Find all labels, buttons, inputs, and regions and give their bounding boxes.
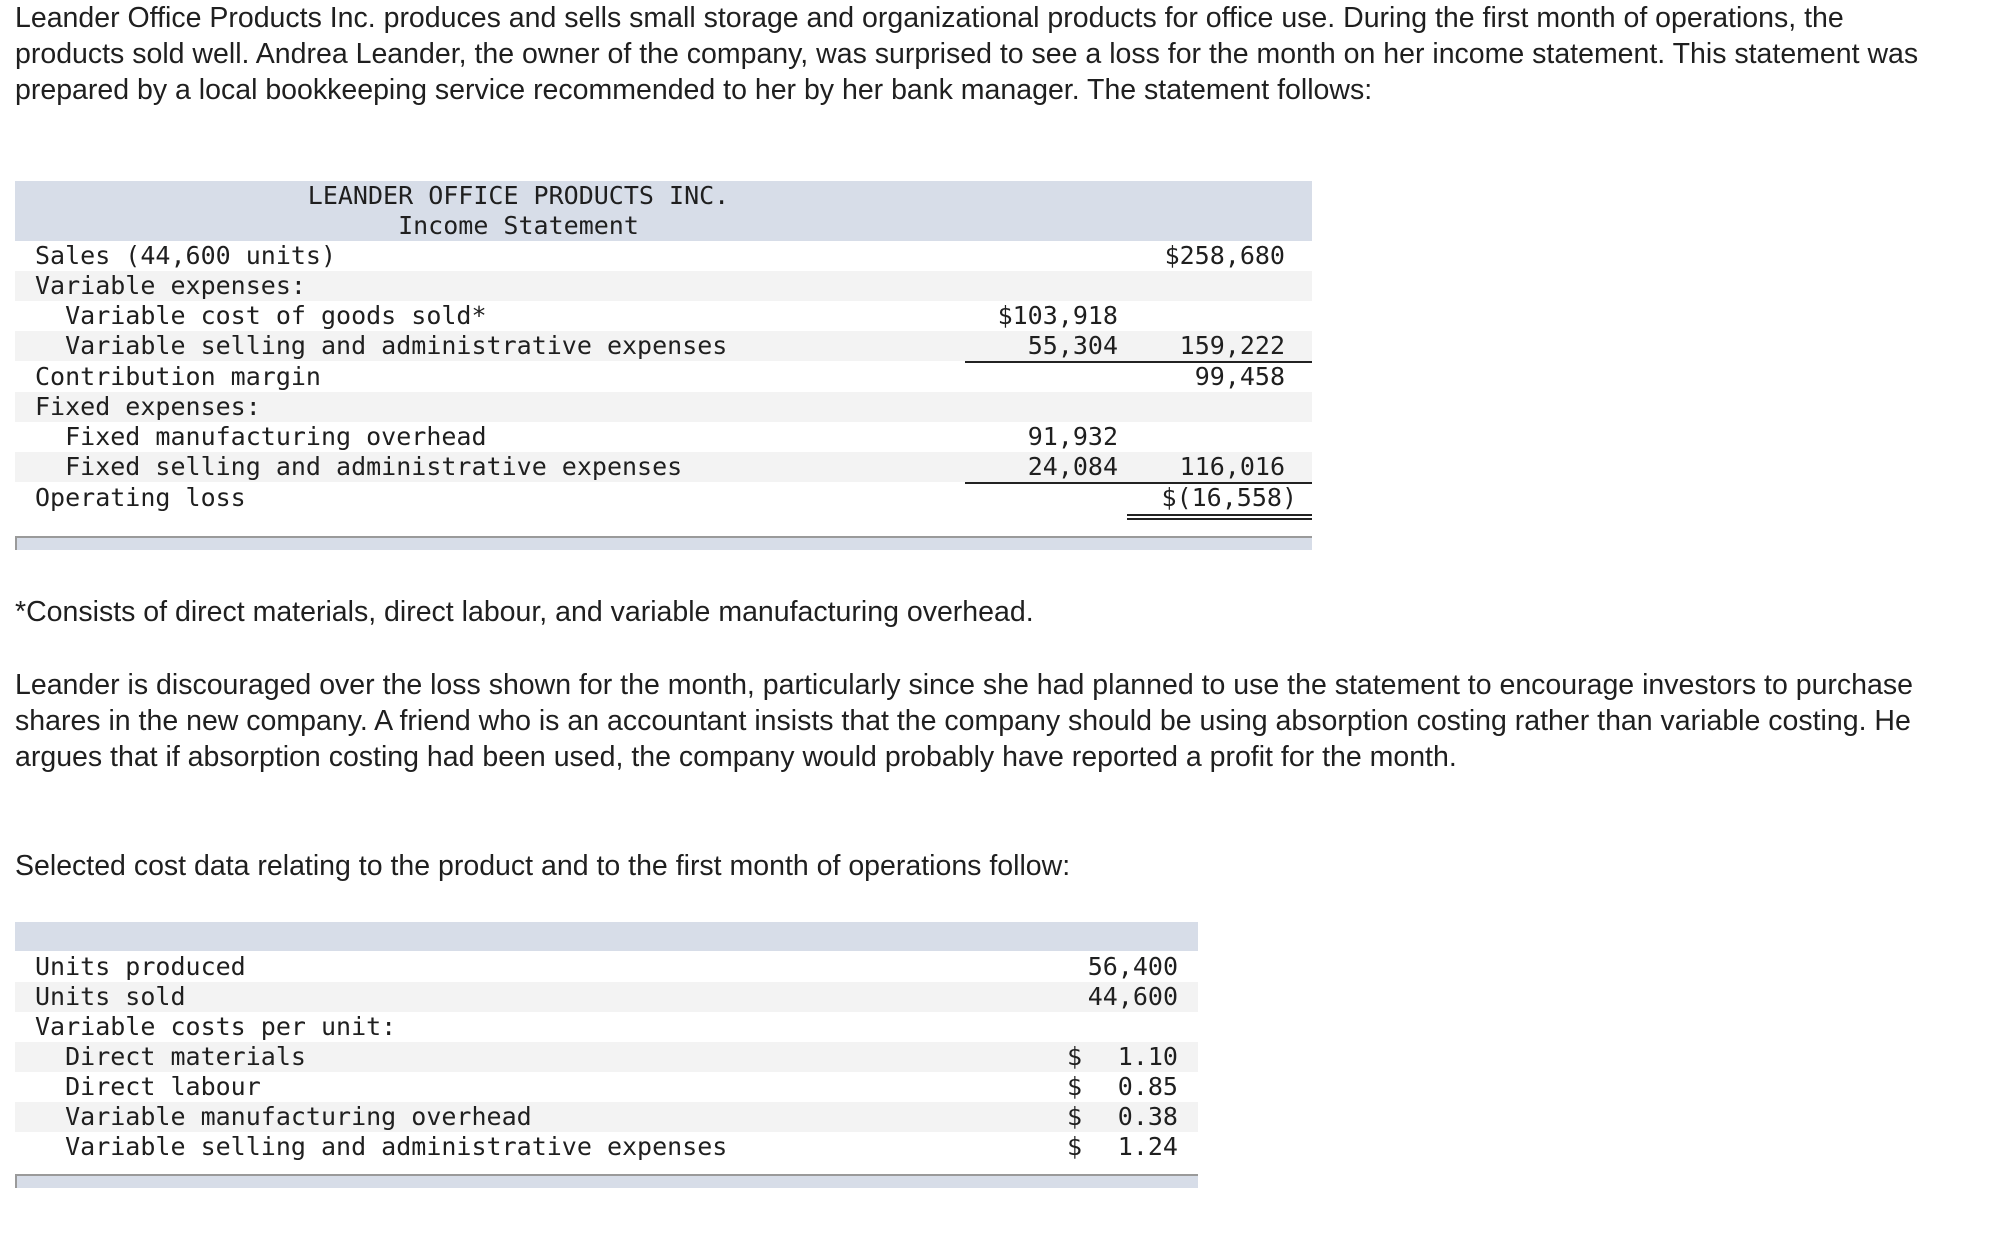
row-value: 56,400 <box>1087 952 1178 981</box>
row-label: Variable costs per unit: <box>35 1012 397 1041</box>
income-statement-header <box>15 181 1312 241</box>
row-value: 1.24 <box>1117 1132 1178 1161</box>
table-bottom-bar <box>15 1174 1198 1188</box>
cost-row-units-produced: Units produced 56,400 <box>15 952 1198 982</box>
cost-data-header <box>15 922 1198 951</box>
row-value-col2: $(16,558) <box>1161 483 1297 512</box>
row-value-col1: 91,932 <box>1027 422 1118 451</box>
row-value-col1: $103,918 <box>997 301 1118 330</box>
row-label: Variable manufacturing overhead <box>35 1102 532 1131</box>
cost-data-table: Units produced 56,400 Units sold 44,600 … <box>15 922 1198 1188</box>
row-label: Fixed selling and administrative expense… <box>35 452 683 481</box>
cost-row-units-sold: Units sold 44,600 <box>15 982 1198 1012</box>
cost-data-intro: Selected cost data relating to the produ… <box>15 850 1071 882</box>
row-value: 0.38 <box>1117 1102 1178 1131</box>
discussion-paragraph: Leander is discouraged over the loss sho… <box>15 669 1913 773</box>
table-bottom-bar <box>15 536 1312 550</box>
intro-paragraph: Leander Office Products Inc. produces an… <box>15 2 1919 106</box>
cost-row-direct-materials: Direct materials $ 1.10 <box>15 1042 1198 1072</box>
row-value-col1: 24,084 <box>1027 452 1118 481</box>
row-label: Operating loss <box>35 483 246 512</box>
currency-symbol: $ <box>1067 1072 1083 1101</box>
currency-symbol: $ <box>1067 1042 1083 1071</box>
cost-row-variable-sga: Variable selling and administrative expe… <box>15 1132 1198 1162</box>
currency-symbol: $ <box>1067 1132 1083 1161</box>
row-label: Units sold <box>35 982 186 1011</box>
row-value-col2: 159,222 <box>1179 331 1285 360</box>
cost-row-variable-costs-heading: Variable costs per unit: <box>15 1012 1198 1042</box>
row-label: Contribution margin <box>35 362 321 391</box>
row-value-col2: $258,680 <box>1164 241 1285 270</box>
row-value: 1.10 <box>1117 1042 1178 1071</box>
footnote: *Consists of direct materials, direct la… <box>15 596 1034 628</box>
is-row-variable-cogs: Variable cost of goods sold* $103,918 <box>15 301 1312 331</box>
row-label: Fixed expenses: <box>35 392 261 421</box>
is-row-variable-sga: Variable selling and administrative expe… <box>15 331 1312 361</box>
row-label: Direct materials <box>35 1042 306 1071</box>
row-value-col2: 99,458 <box>1194 362 1285 391</box>
is-row-operating-loss: Operating loss $(16,558) <box>15 483 1312 513</box>
underline-variable-expenses <box>965 361 1312 363</box>
row-label: Sales (44,600 units) <box>35 241 337 270</box>
double-underline-bottom <box>1127 518 1312 520</box>
row-label: Variable cost of goods sold* <box>35 301 487 330</box>
is-row-fixed-mfg-overhead: Fixed manufacturing overhead 91,932 <box>15 422 1312 452</box>
row-value: 44,600 <box>1087 982 1178 1011</box>
currency-symbol: $ <box>1067 1102 1083 1131</box>
income-statement-table: LEANDER OFFICE PRODUCTS INC. Income Stat… <box>15 181 1312 551</box>
is-row-fixed-expenses: Fixed expenses: <box>15 392 1312 422</box>
statement-title: Income Statement <box>398 211 639 240</box>
row-label: Variable selling and administrative expe… <box>35 1132 728 1161</box>
cost-row-direct-labour: Direct labour $ 0.85 <box>15 1072 1198 1102</box>
row-label: Fixed manufacturing overhead <box>35 422 487 451</box>
company-name: LEANDER OFFICE PRODUCTS INC. <box>307 181 730 210</box>
row-label: Direct labour <box>35 1072 261 1101</box>
row-value-col1: 55,304 <box>1027 331 1118 360</box>
row-value: 0.85 <box>1117 1072 1178 1101</box>
row-label: Variable expenses: <box>35 271 306 300</box>
underline-fixed-expenses <box>965 482 1312 484</box>
is-row-sales: Sales (44,600 units) $258,680 <box>15 241 1312 271</box>
row-label: Variable selling and administrative expe… <box>35 331 728 360</box>
cost-row-variable-mfg-overhead: Variable manufacturing overhead $ 0.38 <box>15 1102 1198 1132</box>
is-row-fixed-sga: Fixed selling and administrative expense… <box>15 452 1312 482</box>
row-value-col2: 116,016 <box>1179 452 1285 481</box>
is-row-contribution-margin: Contribution margin 99,458 <box>15 362 1312 392</box>
double-underline-top <box>1127 514 1312 516</box>
is-row-variable-expenses: Variable expenses: <box>15 271 1312 301</box>
row-label: Units produced <box>35 952 246 981</box>
